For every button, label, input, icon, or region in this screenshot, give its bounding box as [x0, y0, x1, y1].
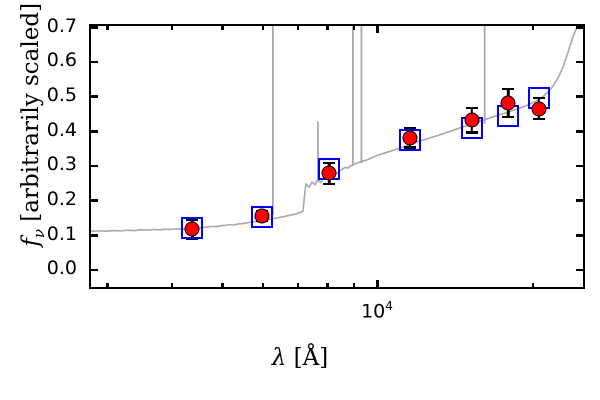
model-photometry-box-2 [250, 205, 273, 228]
y-tick-major-5 [91, 95, 98, 98]
y-tick-major-2 [91, 199, 98, 202]
y-tick-major-0 [91, 268, 98, 272]
x-axis-title-lambda: λ [271, 345, 287, 371]
observed-photometry-point-5 [464, 112, 480, 128]
y-tick-label-6: 0.6 [46, 49, 77, 72]
y-tick-major-right-6 [576, 60, 583, 64]
x-axis-title: λ [Å] [0, 345, 600, 371]
y-tick-major-1 [91, 234, 98, 237]
observed-photometry-point-1 [184, 221, 200, 237]
y-tick-label-3: 0.3 [46, 153, 77, 176]
error-cap-7-lower [532, 117, 545, 121]
error-cap-5-upper [465, 106, 478, 110]
y-tick-major-6 [91, 60, 98, 64]
observed-photometry-point-3 [321, 165, 337, 181]
spectrum-line [91, 26, 579, 233]
error-cap-3-upper [323, 161, 336, 165]
x-tick-top-minor-7 [352, 26, 356, 30]
error-cap-1-upper [186, 218, 199, 221]
error-cap-3-lower [323, 182, 336, 185]
y-tick-label-5: 0.5 [46, 83, 77, 106]
plot-clip-area [91, 26, 583, 287]
y-tick-label-1: 0.1 [46, 222, 77, 245]
model-spectrum-svg [91, 26, 579, 233]
error-cap-6-lower [502, 115, 515, 119]
x-tick-top-minor-4 [261, 26, 265, 30]
y-tick-label-4: 0.4 [46, 118, 77, 141]
error-cap-1-lower [186, 238, 199, 241]
x-tick-label-0: 104 [361, 299, 393, 323]
x-tick-minor-2 [170, 283, 174, 287]
observed-photometry-point-2 [254, 208, 270, 224]
model-photometry-box-4 [398, 129, 421, 152]
plot-frame [89, 24, 585, 289]
x-tick-minor-4 [261, 283, 265, 287]
x-axis-title-unit: [Å] [293, 345, 329, 371]
error-cap-5-lower [465, 131, 478, 134]
y-tick-major-right-3 [576, 164, 583, 168]
x-tick-major-0 [376, 280, 379, 287]
x-tick-minor-7 [352, 283, 356, 287]
y-tick-major-right-7 [576, 26, 583, 29]
y-tick-label-0: 0.0 [46, 257, 77, 280]
y-tick-major-right-1 [576, 234, 583, 237]
x-tick-top-major-0 [376, 26, 379, 33]
y-tick-label-2: 0.2 [46, 187, 77, 210]
x-tick-top-minor-8 [531, 26, 535, 30]
error-cap-6-upper [502, 87, 515, 91]
error-cap-7-upper [532, 96, 545, 100]
observed-photometry-point-4 [402, 130, 418, 146]
x-tick-top-minor-1 [106, 26, 109, 30]
x-tick-minor-1 [106, 283, 109, 287]
x-tick-minor-6 [326, 283, 329, 287]
y-tick-major-7 [91, 26, 98, 29]
x-tick-top-minor-5 [296, 26, 299, 30]
y-tick-major-right-4 [576, 130, 583, 133]
x-tick-top-minor-2 [170, 26, 174, 30]
model-photometry-box-1 [181, 216, 204, 239]
x-tick-minor-8 [531, 283, 535, 287]
y-tick-label-7: 0.7 [46, 14, 77, 37]
observed-photometry-point-6 [500, 95, 516, 111]
observed-photometry-point-7 [531, 101, 547, 116]
x-tick-minor-5 [296, 283, 299, 287]
y-tick-major-right-0 [576, 268, 583, 272]
error-cap-4-upper [403, 127, 416, 130]
x-tick-top-minor-6 [326, 26, 329, 30]
y-tick-major-right-2 [576, 199, 583, 202]
y-tick-major-right-5 [576, 95, 583, 98]
y-tick-major-3 [91, 164, 98, 168]
x-tick-minor-3 [221, 283, 224, 287]
x-tick-top-minor-3 [221, 26, 224, 30]
y-tick-major-4 [91, 130, 98, 133]
error-cap-4-lower [403, 146, 416, 149]
